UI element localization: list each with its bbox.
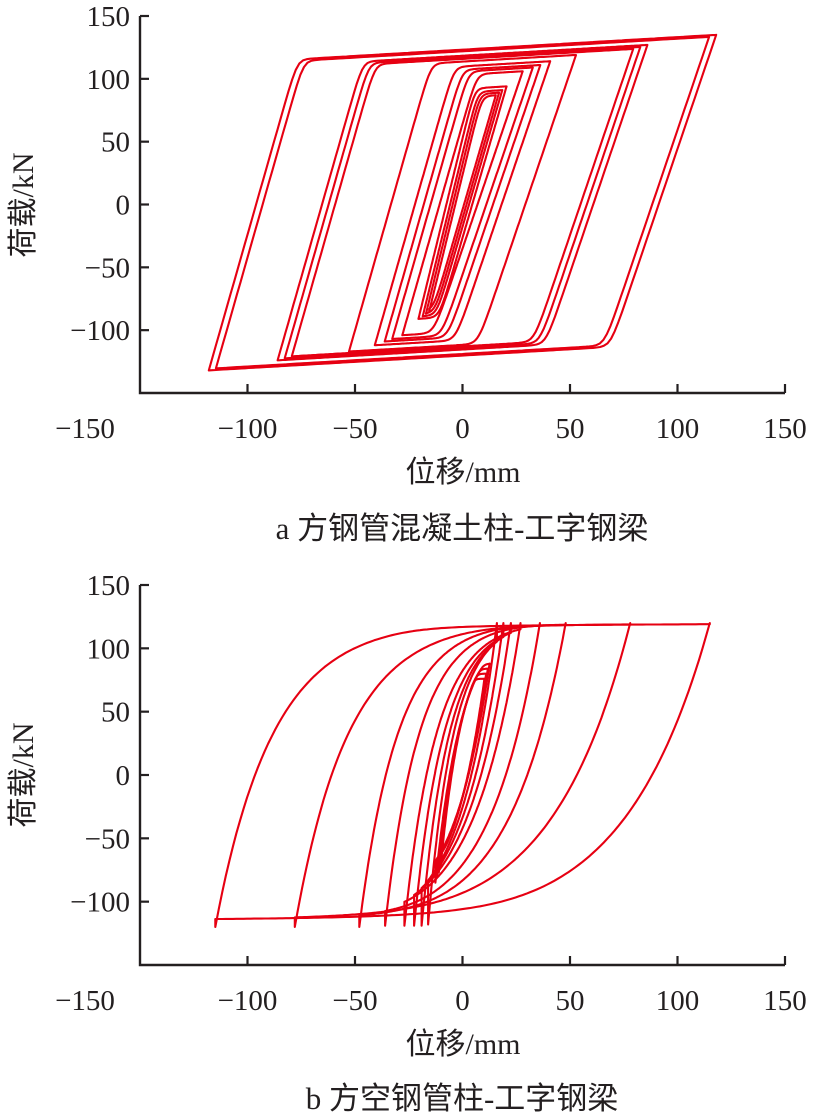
y-tick-label: 100 — [87, 633, 131, 665]
y-tick-label: 100 — [87, 64, 131, 96]
x-tick-label: 100 — [656, 985, 700, 1017]
y-tick-label: 150 — [87, 570, 131, 602]
hysteresis-loop-a-9 — [290, 47, 635, 358]
chart-caption-b: b 方空钢管柱-工字钢梁 — [306, 1081, 619, 1116]
x-tick-label: 150 — [763, 985, 807, 1017]
hysteresis-loop-a-9 — [276, 43, 649, 362]
curves-a — [207, 33, 718, 372]
y-tick-label: 150 — [87, 1, 131, 33]
y-tick-label: −100 — [70, 315, 130, 347]
y-tick-label: 50 — [101, 127, 130, 159]
x-tick-label: 100 — [656, 413, 700, 445]
hysteresis-loop-b-11 — [214, 621, 711, 929]
hysteresis-loop-a-9 — [283, 45, 642, 360]
x-tick-label: 0 — [455, 413, 470, 445]
hysteresis-loop-b-9 — [358, 621, 567, 929]
y-axis-title-b: 荷载/kN — [7, 723, 40, 828]
hysteresis-loop-a-4 — [401, 70, 524, 337]
x-tick-label: 50 — [556, 413, 585, 445]
x-tick-label: 50 — [556, 985, 585, 1017]
hysteresis-loop-b-7 — [403, 621, 522, 927]
x-tick-label: 150 — [763, 413, 807, 445]
hysteresis-loop-a-8 — [347, 53, 578, 353]
x-tick-label: −50 — [332, 413, 377, 445]
hysteresis-loop-a-3 — [417, 85, 508, 320]
hysteresis-loop-b-5 — [420, 621, 505, 927]
hysteresis-loop-a-2 — [421, 89, 504, 318]
chart-a: −150 −100 −50 0 50 100 150 150 100 50 0 −50 −100 荷载/… — [7, 1, 807, 546]
chart-b: −150 −100 −50 0 50 100 150 150 100 50 0 −50 −100 荷载/… — [7, 570, 807, 1116]
y-tick-label: 50 — [101, 697, 130, 729]
x-tick-label: −150 — [55, 985, 115, 1017]
hysteresis-loop-a-5 — [391, 66, 534, 341]
y-axis-title-a: 荷载/kN — [7, 153, 40, 258]
hysteresis-loop-a-6 — [383, 63, 542, 343]
x-axis-title-a: 位移/mm — [405, 456, 520, 489]
x-tick-label: 0 — [455, 985, 470, 1017]
y-tick-label: 0 — [116, 760, 131, 792]
chart-caption-a: a 方钢管混凝土柱-工字钢梁 — [276, 511, 649, 546]
y-tick-label: −50 — [85, 252, 130, 284]
hysteresis-loop-a-0 — [428, 94, 497, 313]
hysteresis-loop-b-6 — [413, 621, 512, 927]
x-tick-label: −100 — [218, 413, 278, 445]
x-tick-label: −100 — [218, 985, 278, 1017]
axes-a: −150 −100 −50 0 50 100 150 150 100 50 0 −50 −100 — [55, 1, 807, 445]
hysteresis-loop-a-7 — [373, 60, 552, 347]
axis-frame — [138, 16, 785, 395]
hysteresis-loop-a-10 — [214, 35, 711, 370]
y-tick-label: 0 — [116, 190, 131, 222]
x-tick-label: −50 — [332, 985, 377, 1017]
x-tick-label: −150 — [55, 413, 115, 445]
y-tick-label: −50 — [85, 823, 130, 855]
hysteresis-loop-b-10 — [293, 621, 632, 929]
y-tick-label: −100 — [70, 887, 130, 919]
curves-b — [214, 621, 711, 929]
hysteresis-loop-a-1 — [424, 91, 501, 315]
hysteresis-loop-a-10 — [207, 33, 718, 372]
axes-b: −150 −100 −50 0 50 100 150 150 100 50 0 −50 −100 — [55, 570, 807, 1017]
hysteresis-loop-b-8 — [384, 621, 541, 927]
hysteresis-loop-b-4 — [427, 621, 498, 926]
hysteresis-loop-b-3 — [434, 662, 491, 884]
x-axis-title-b: 位移/mm — [405, 1028, 520, 1061]
